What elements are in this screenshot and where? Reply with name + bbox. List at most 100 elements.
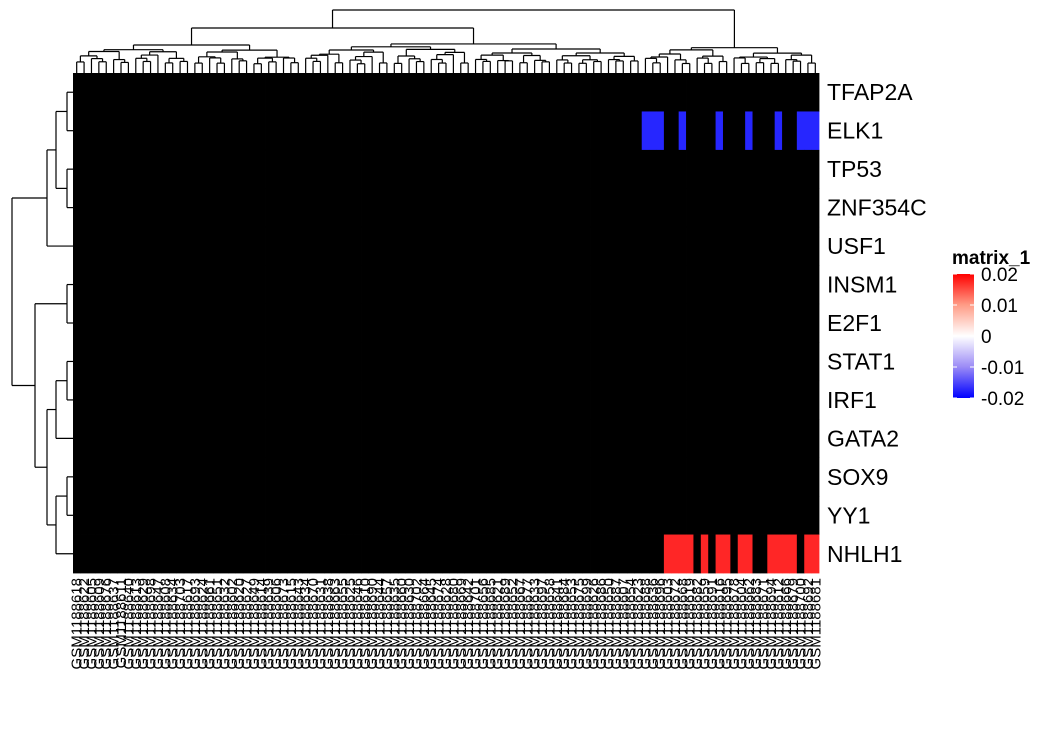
heatmap-cell — [737, 534, 746, 574]
heatmap-cell — [169, 496, 177, 535]
heatmap-cell — [789, 303, 798, 343]
heatmap-cell — [95, 457, 103, 497]
legend-tick-label: -0.01 — [981, 358, 1024, 379]
heatmap-cell — [767, 457, 776, 497]
heatmap-cell — [287, 303, 295, 343]
column-label: GSM1188606 — [268, 578, 285, 669]
heatmap-cell — [250, 419, 259, 459]
heatmap-cell — [538, 226, 547, 266]
column-label: GSM1188680 — [445, 578, 462, 669]
heatmap-cell — [183, 149, 192, 189]
heatmap-cell — [501, 419, 510, 459]
heatmap-cell — [235, 496, 244, 535]
heatmap-cell — [449, 265, 458, 305]
heatmap-cell — [301, 226, 310, 266]
heatmap-cell — [375, 188, 384, 228]
heatmap-cell — [198, 380, 207, 420]
heatmap-cell — [759, 226, 768, 266]
heatmap-cell — [567, 303, 576, 343]
heatmap-cell — [161, 380, 170, 420]
heatmap-cell — [737, 149, 746, 189]
heatmap-cell — [213, 265, 222, 305]
heatmap-cell — [383, 226, 392, 266]
heatmap-cell — [604, 342, 613, 382]
heatmap-cell — [146, 73, 155, 112]
heatmap-cell — [516, 342, 524, 382]
heatmap-cell — [161, 303, 170, 343]
heatmap-cell — [678, 73, 687, 112]
heatmap-cell — [464, 380, 473, 420]
heatmap-cell — [612, 380, 620, 420]
heatmap-cell — [235, 226, 244, 266]
heatmap-cell — [759, 73, 768, 112]
heatmap-cell — [449, 496, 458, 535]
heatmap-cell — [708, 73, 716, 112]
heatmap-cell — [250, 226, 259, 266]
heatmap-cell — [730, 188, 739, 228]
heatmap-cell — [338, 149, 347, 189]
heatmap-cell — [656, 226, 665, 266]
heatmap-cell — [700, 226, 709, 266]
legend-ticks: 0.02 0.01 0 -0.01 -0.02 — [953, 265, 1024, 410]
heatmap-cell — [612, 188, 620, 228]
heatmap-cell — [405, 111, 414, 151]
heatmap-cell — [287, 265, 295, 305]
heatmap-cell — [73, 419, 81, 459]
heatmap-cell — [686, 496, 694, 535]
heatmap-cell — [649, 419, 657, 459]
heatmap-cell — [796, 380, 805, 420]
column-label: GSM1188647 — [150, 578, 167, 669]
heatmap-cell — [183, 111, 192, 151]
heatmap-cell — [745, 73, 753, 112]
heatmap-cell — [545, 457, 554, 497]
heatmap-cell — [390, 457, 399, 497]
heatmap-cell — [597, 226, 606, 266]
heatmap-cell — [626, 226, 635, 266]
heatmap-cell — [471, 188, 480, 228]
heatmap-cell — [789, 149, 798, 189]
heatmap-cell — [154, 534, 163, 574]
heatmap-cell — [767, 111, 776, 151]
heatmap-cell — [700, 188, 709, 228]
heatmap-cell — [700, 380, 709, 420]
heatmap-cell — [649, 342, 657, 382]
column-label: GSM1188602 — [224, 578, 241, 669]
heatmap-cell — [501, 111, 510, 151]
heatmap-cell — [87, 265, 96, 305]
heatmap-cell — [228, 534, 236, 574]
heatmap-cell — [294, 303, 303, 343]
heatmap-cell — [641, 226, 650, 266]
heatmap-cell — [338, 265, 347, 305]
heatmap-cell — [737, 188, 746, 228]
heatmap-cell — [361, 226, 369, 266]
heatmap-cell — [146, 226, 155, 266]
heatmap-cell — [560, 303, 569, 343]
heatmap-cell — [309, 534, 318, 574]
heatmap-cell — [671, 534, 680, 574]
heatmap-cell — [649, 188, 657, 228]
heatmap-cell — [176, 419, 185, 459]
heatmap-cell — [301, 149, 310, 189]
column-label: GSM1188701 — [468, 578, 485, 669]
heatmap-cell — [553, 111, 561, 151]
heatmap-cell — [279, 265, 288, 305]
heatmap-cell — [582, 149, 591, 189]
heatmap-cell — [375, 419, 384, 459]
heatmap-cell — [405, 265, 414, 305]
heatmap-cell — [678, 534, 687, 574]
heatmap-cell — [708, 188, 716, 228]
heatmap-cell — [442, 111, 451, 151]
heatmap-cell — [87, 380, 96, 420]
heatmap-cell — [686, 73, 694, 112]
row-label: SOX9 — [827, 464, 888, 490]
heatmap-cell — [759, 149, 768, 189]
heatmap-cell — [671, 265, 680, 305]
heatmap-cell — [486, 111, 495, 151]
heatmap-cell — [486, 265, 495, 305]
heatmap-cell — [671, 111, 680, 151]
heatmap-cell — [228, 226, 236, 266]
column-label: GSM1188649 — [246, 578, 263, 669]
heatmap-cell — [634, 226, 643, 266]
heatmap-cell — [338, 73, 347, 112]
heatmap-cell — [811, 188, 820, 228]
